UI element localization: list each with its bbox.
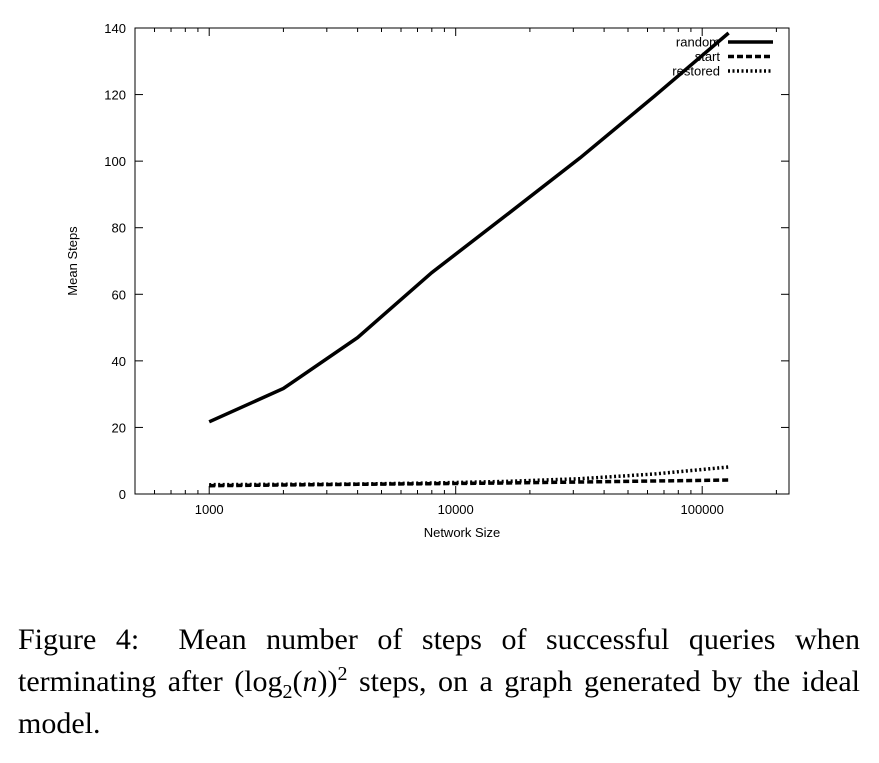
- caption-math-var: n: [302, 665, 318, 698]
- caption-subscript: 2: [282, 681, 293, 703]
- y-tick-label: 40: [112, 354, 126, 369]
- figure-label: Figure 4:: [18, 623, 140, 656]
- x-tick-label: 10000: [438, 502, 474, 517]
- caption-text-after: steps, on a graph generated by the ideal…: [18, 665, 860, 740]
- x-tick-label: 100000: [680, 502, 723, 517]
- caption-text-close: )): [317, 665, 338, 698]
- legend-label-start: start: [695, 49, 721, 64]
- legend-label-restored: restored: [672, 64, 720, 79]
- legend-label-random: random: [676, 35, 720, 50]
- x-axis-label: Network Size: [424, 525, 501, 540]
- series-line-restored: [209, 465, 729, 487]
- y-ticks: 0 20 40 60 80 100 120 140: [104, 21, 789, 502]
- caption-text-before: Mean number of steps of successful queri…: [18, 623, 861, 698]
- y-tick-label: 140: [104, 21, 126, 36]
- y-tick-label: 80: [112, 221, 126, 236]
- y-tick-label: 20: [112, 420, 126, 435]
- caption-superscript: 2: [337, 663, 348, 685]
- y-axis-label: Mean Steps: [65, 226, 80, 296]
- series-line-random: [208, 31, 730, 424]
- series-lines: [208, 31, 730, 488]
- y-tick-label: 0: [119, 487, 126, 502]
- caption-text-middle: (: [292, 665, 303, 698]
- y-tick-label: 60: [112, 287, 126, 302]
- x-ticks: 1000 10000 100000: [195, 28, 724, 517]
- plot-frame: [134, 27, 790, 495]
- figure-caption: Figure 4: Mean number of steps of succes…: [18, 619, 860, 745]
- x-minor-ticks: [154, 28, 777, 494]
- y-tick-label: 100: [104, 154, 126, 169]
- y-tick-label: 120: [104, 88, 126, 103]
- chart: 1000 10000 100000 0 20 40 60 80 100 120 140 rando…: [65, 21, 790, 540]
- x-tick-label: 1000: [195, 502, 224, 517]
